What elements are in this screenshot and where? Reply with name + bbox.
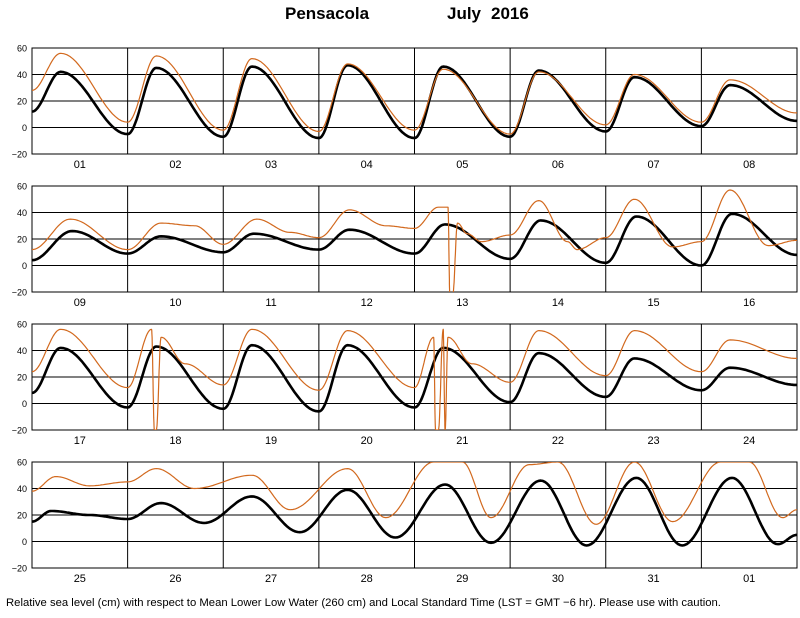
x-tick-label: 18: [169, 435, 181, 447]
predicted-tide-line: [32, 476, 797, 547]
x-tick-label: 30: [552, 573, 564, 585]
chart-panel-1: 60 40 20 0 −20 01 02 03 04 05 06 07 08: [12, 44, 798, 171]
x-tick-label: 20: [361, 435, 373, 447]
x-tick-label: 29: [456, 573, 468, 585]
x-tick-label: 21: [456, 435, 468, 447]
x-tick-label: 27: [265, 573, 277, 585]
observed-tide-line: [32, 189, 797, 292]
chart-panel-3: 60 40 20 0 −20 17 18 19 20 21 22 23 24: [12, 320, 798, 447]
x-tick-label: 02: [169, 159, 181, 171]
y-tick-label: 20: [17, 235, 27, 245]
y-tick-label: 20: [17, 97, 27, 107]
predicted-tide-line: [32, 343, 797, 413]
y-tick-label: 20: [17, 511, 27, 521]
x-tick-label: 15: [647, 297, 659, 309]
x-tick-label: 23: [647, 435, 659, 447]
x-tick-label: 14: [552, 297, 564, 309]
x-tick-label: 01: [743, 573, 755, 585]
x-tick-label: 31: [647, 573, 659, 585]
title-station: Pensacola: [285, 4, 370, 23]
x-tick-label: 06: [552, 159, 564, 171]
x-tick-label: 07: [647, 159, 659, 171]
y-tick-label: −20: [12, 564, 27, 574]
y-tick-label: 20: [17, 373, 27, 383]
x-tick-label: 25: [74, 573, 86, 585]
y-tick-label: 0: [22, 537, 27, 547]
x-tick-label: 28: [361, 573, 373, 585]
y-tick-label: 60: [17, 182, 27, 192]
y-tick-label: 0: [22, 399, 27, 409]
y-tick-label: −20: [12, 288, 27, 298]
y-tick-label: 0: [22, 261, 27, 271]
y-tick-label: 40: [17, 484, 27, 494]
x-tick-label: 08: [743, 159, 755, 171]
title-month: July: [447, 4, 482, 23]
chart-panel-2: 60 40 20 0 −20 09 10 11 12 13 14 15 16: [12, 182, 798, 309]
x-tick-label: 24: [743, 435, 755, 447]
x-tick-label: 12: [361, 297, 373, 309]
x-tick-label: 13: [456, 297, 468, 309]
y-tick-label: 0: [22, 123, 27, 133]
title-year: 2016: [491, 4, 529, 23]
x-tick-label: 11: [265, 297, 276, 309]
y-tick-label: 40: [17, 70, 27, 80]
y-tick-label: 40: [17, 208, 27, 218]
chart-footnote: Relative sea level (cm) with respect to …: [6, 597, 721, 609]
observed-tide-line: [32, 462, 797, 525]
x-tick-label: 04: [361, 159, 373, 171]
x-tick-label: 01: [74, 159, 86, 171]
x-tick-label: 03: [265, 159, 277, 171]
x-tick-label: 19: [265, 435, 277, 447]
x-tick-label: 05: [456, 159, 468, 171]
y-tick-label: 60: [17, 458, 27, 468]
x-tick-label: 22: [552, 435, 564, 447]
x-tick-label: 09: [74, 297, 86, 309]
x-tick-label: 10: [169, 297, 181, 309]
y-tick-label: −20: [12, 150, 27, 160]
y-tick-label: 40: [17, 346, 27, 356]
x-tick-label: 16: [743, 297, 755, 309]
y-tick-label: 60: [17, 44, 27, 54]
predicted-tide-line: [32, 63, 797, 140]
predicted-tide-line: [32, 212, 797, 267]
observed-tide-line: [32, 328, 797, 430]
chart-title: Pensacola July 2016: [0, 4, 800, 28]
x-tick-label: 26: [169, 573, 181, 585]
y-tick-label: −20: [12, 426, 27, 436]
y-tick-label: 60: [17, 320, 27, 330]
observed-tide-line: [32, 52, 797, 135]
x-tick-label: 17: [74, 435, 86, 447]
chart-panel-4: 60 40 20 0 −20 25 26 27 28 29 30 31 01: [12, 458, 798, 585]
